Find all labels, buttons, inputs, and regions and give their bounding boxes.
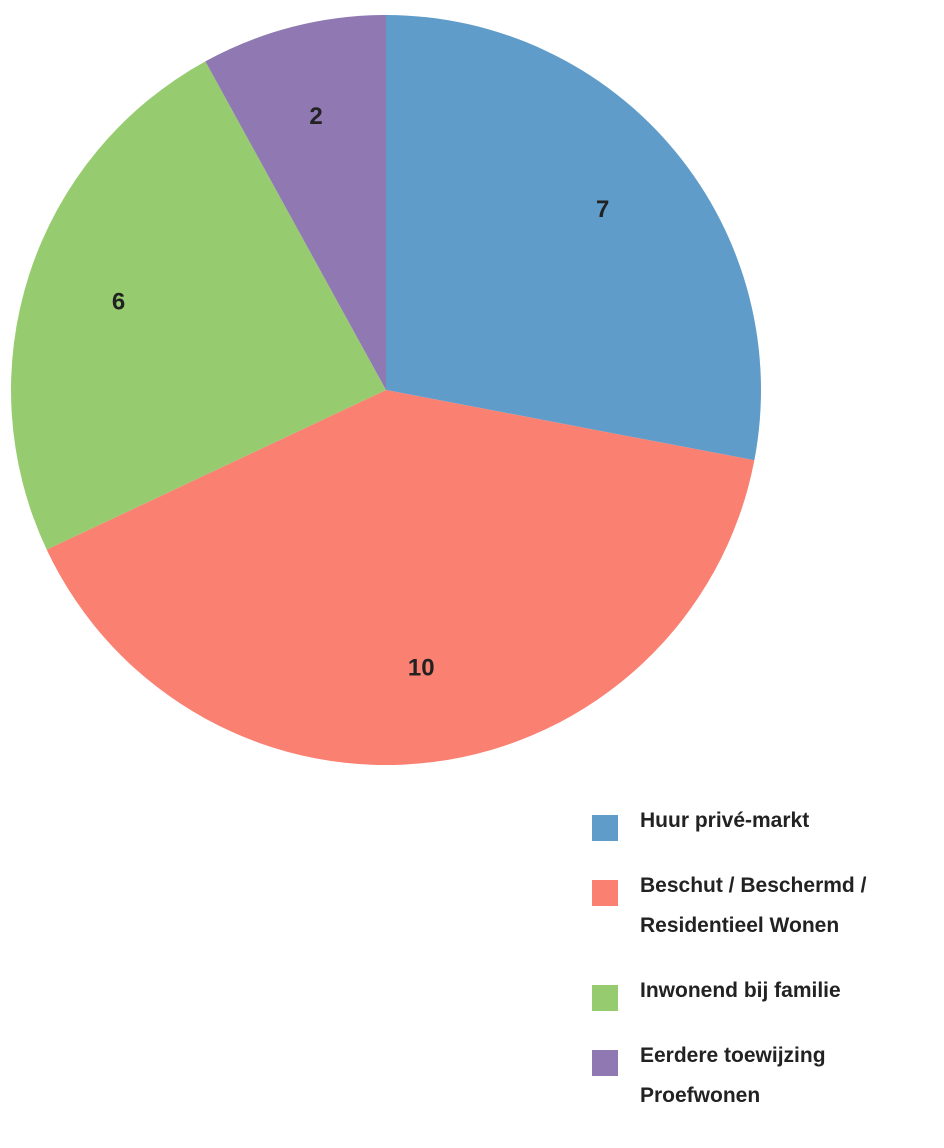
legend-item: Huur privé-markt — [592, 808, 942, 841]
pie-chart: 7 10 6 2 — [10, 15, 761, 765]
pie-slice — [386, 15, 761, 461]
legend: Huur privé-markt Beschut / Beschermd / Re… — [592, 808, 942, 1148]
data-label: 7 — [596, 196, 609, 223]
legend-swatch — [592, 880, 618, 906]
pie-slice — [10, 61, 387, 550]
legend-label: Beschut / Beschermd / Residentieel Wonen — [640, 874, 867, 937]
legend-item: Inwonend bij familie — [592, 978, 942, 1011]
legend-label: Huur privé-markt — [640, 809, 810, 832]
legend-swatch — [592, 1050, 618, 1076]
legend-item: Eerdere toewijzing Proefwonen — [592, 1043, 942, 1116]
legend-label: Eerdere toewijzing Proefwonen — [640, 1044, 826, 1107]
legend-swatch — [592, 985, 618, 1011]
pie-slice — [46, 390, 755, 765]
legend-item: Beschut / Beschermd / Residentieel Wonen — [592, 873, 942, 946]
data-label: 2 — [309, 103, 322, 130]
data-label: 6 — [112, 288, 125, 315]
data-label: 10 — [408, 654, 435, 681]
legend-label: Inwonend bij familie — [640, 979, 841, 1002]
pie-slice — [205, 15, 386, 390]
legend-swatch — [592, 815, 618, 841]
